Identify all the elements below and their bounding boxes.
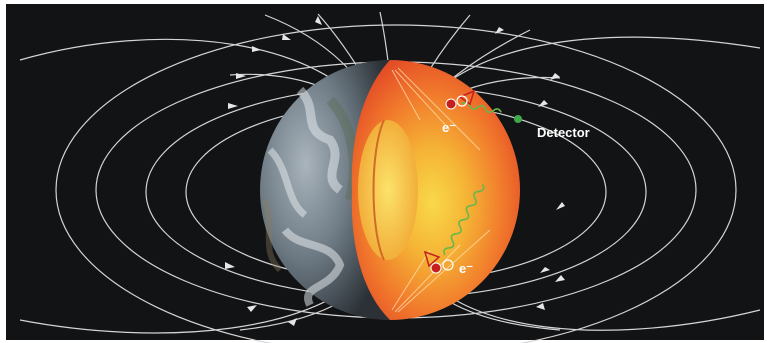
detector-dot [514,115,522,123]
arrow-icon [288,318,297,326]
arrow-icon [550,73,560,80]
inner-core [358,120,418,260]
arrow-icon [236,73,246,79]
arrow-icon [495,27,504,34]
field-arrows [225,16,565,326]
arrow-icon [536,303,545,310]
motion-arrow-icon [423,250,441,268]
arrow-icon [228,103,238,109]
detector-label: Detector [537,125,590,140]
arrow-icon [252,46,261,52]
arrow-icon [538,100,548,107]
arrow-icon [556,202,565,210]
wave-path-short [461,101,502,114]
arrow-icon [247,305,257,312]
electron-top: e⁻ [442,89,476,135]
field-line [55,24,737,343]
arrow-icon [540,267,550,273]
electron-dot [430,262,442,274]
earth-core-cutaway [351,60,520,320]
electron-bottom: e⁻ [423,250,473,276]
internal-field-lines [391,67,491,313]
electron-label-top: e⁻ [442,120,456,135]
wave-path [443,183,485,256]
arrow-icon [225,262,235,269]
arrow-icon [555,275,565,282]
arrow-icon [315,16,322,25]
electron-label-bottom: e⁻ [459,261,473,276]
electron-dot [445,98,457,110]
motion-arrow-icon [458,89,476,106]
arrow-icon [282,34,291,40]
